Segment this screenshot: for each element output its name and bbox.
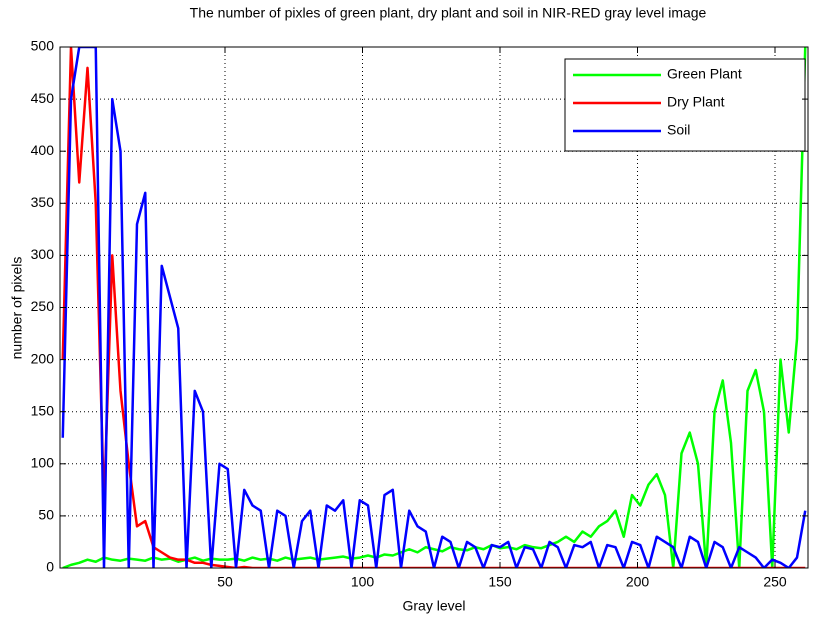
y-tick-label: 400 xyxy=(31,142,55,158)
chart-title: The number of pixles of green plant, dry… xyxy=(190,5,707,21)
y-tick-label: 50 xyxy=(38,507,54,523)
legend-label: Green Plant xyxy=(667,66,742,82)
legend-label: Soil xyxy=(667,122,690,138)
x-tick-label: 250 xyxy=(763,574,787,590)
y-tick-label: 250 xyxy=(31,298,55,314)
y-tick-label: 450 xyxy=(31,90,55,106)
y-axis-label: number of pixels xyxy=(9,257,25,360)
legend-label: Dry Plant xyxy=(667,94,725,110)
y-tick-label: 500 xyxy=(31,38,55,54)
x-tick-label: 200 xyxy=(626,574,650,590)
x-tick-label: 100 xyxy=(351,574,375,590)
y-tick-label: 0 xyxy=(46,559,54,575)
x-axis-label: Gray level xyxy=(402,598,465,614)
legend: Green Plant Dry Plant Soil xyxy=(564,58,806,152)
y-tick-label: 150 xyxy=(31,402,55,418)
y-tick-label: 100 xyxy=(31,455,55,471)
y-tick-label: 350 xyxy=(31,194,55,210)
x-tick-label: 150 xyxy=(488,574,512,590)
lines xyxy=(61,47,807,568)
y-tick-label: 200 xyxy=(31,350,55,366)
x-tick-label: 50 xyxy=(217,574,233,590)
y-tick-label: 300 xyxy=(31,246,55,262)
